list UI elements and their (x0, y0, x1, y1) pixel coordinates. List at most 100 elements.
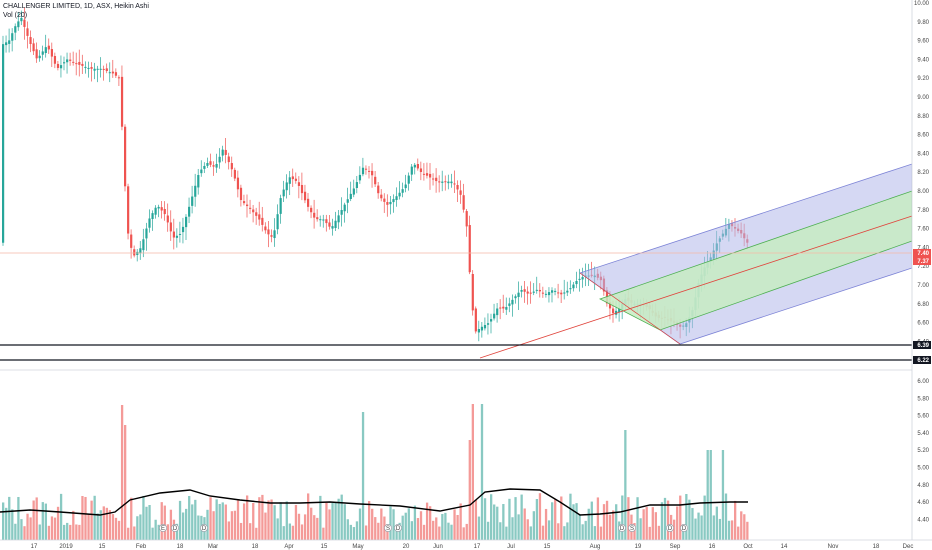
volume-bar (355, 521, 359, 540)
volume-bar (651, 507, 654, 540)
candle-body (615, 310, 618, 315)
volume-bar (221, 502, 224, 540)
candle-body (117, 77, 121, 79)
volume-bar (456, 514, 459, 540)
candle-body (316, 217, 319, 220)
candle-body (523, 289, 526, 292)
event-marker (394, 524, 402, 532)
candle-body (47, 45, 50, 50)
volume-bar (523, 508, 526, 540)
volume-indicator-label[interactable]: Vol (20) (3, 12, 28, 19)
volume-bar (72, 510, 75, 540)
volume-bar (730, 520, 734, 540)
volume-bar (502, 504, 505, 540)
candle-body (99, 68, 102, 70)
volume-bar (410, 521, 413, 540)
candle-body (246, 204, 249, 207)
volume-bar (154, 519, 157, 540)
candle-body (371, 170, 374, 176)
volume-bar (740, 511, 743, 540)
volume-bar (63, 524, 66, 540)
candle-body (154, 207, 157, 215)
price-tag (913, 341, 931, 349)
candle-body (514, 296, 517, 299)
candle-body (563, 292, 566, 294)
candle-body (313, 212, 316, 218)
candle-body (401, 189, 404, 193)
horizontal-lines[interactable] (0, 344, 912, 361)
candle-body (124, 126, 127, 187)
volume-bar (313, 515, 316, 540)
candle-body (185, 216, 188, 228)
volume-bar (612, 510, 615, 540)
volume-bar (319, 495, 322, 540)
time-tick-label: 20 (403, 544, 410, 550)
volume-bar (724, 493, 728, 540)
candle-body (172, 231, 175, 238)
volume-bar (59, 493, 63, 540)
candle-body (197, 175, 200, 188)
candle-body (551, 290, 554, 293)
price-tag (913, 249, 931, 257)
volume-bar (157, 524, 160, 540)
volume-bar (44, 503, 47, 540)
price-tick-label: 7.00 (917, 283, 929, 289)
volume-bar (453, 509, 456, 540)
time-tick-label: May (352, 544, 363, 550)
candle-body (477, 329, 480, 333)
volume-bar (246, 495, 249, 540)
candle-body (111, 71, 114, 74)
candle-body (258, 214, 261, 220)
candle-body (282, 189, 285, 197)
candle-body (541, 292, 545, 294)
volume-bar (249, 523, 252, 540)
time-axis-bg (0, 540, 932, 550)
volume-bar (368, 501, 371, 540)
candle-body (239, 187, 243, 201)
candle-body (517, 292, 520, 297)
price-tick-label: 8.40 (917, 151, 929, 157)
candle-body (35, 49, 38, 59)
volume-bar (636, 497, 639, 540)
candle-body (355, 182, 358, 189)
volume-bar (401, 515, 404, 540)
volume-bar (691, 508, 694, 540)
volume-bar (602, 504, 606, 540)
volume-bar (435, 517, 438, 540)
volume-bar (270, 499, 273, 540)
candle-body (105, 68, 108, 72)
time-tick-label: 18 (177, 544, 184, 550)
time-axis[interactable]: 17 2019 15 Feb 18 Mar 18 Apr 15 May 20 Jun 17 Jul 15 Au… (0, 539, 932, 550)
candle-body (32, 43, 35, 52)
volume-bar (517, 514, 520, 540)
price-tag (913, 257, 931, 265)
candle-body (499, 307, 502, 309)
price-tick-label: 7.80 (917, 208, 929, 214)
price-tick-label: 9.00 (917, 95, 929, 101)
event-marker-label: D (396, 526, 401, 532)
volume-bar (279, 502, 282, 540)
candle-body (483, 325, 487, 329)
candle-body (395, 196, 398, 201)
pitchfork-drawing[interactable] (0, 163, 913, 359)
volume-bar (236, 500, 240, 540)
volume-bar (87, 514, 90, 540)
volume-bar (544, 508, 548, 540)
candle-body (529, 292, 532, 294)
volume-bar (41, 502, 44, 540)
volume-bar (252, 503, 255, 540)
volume-bar (663, 497, 667, 540)
candle-body (578, 278, 581, 280)
volume-bar (712, 515, 715, 540)
volume-ma (0, 488, 748, 516)
volume-bar (56, 506, 60, 540)
candle-body (392, 199, 395, 203)
volume-bar (343, 504, 346, 540)
volume-bar (465, 523, 468, 540)
time-tick-label: 15 (99, 544, 106, 550)
price-tick-label: 5.60 (917, 414, 929, 420)
volume-bar (590, 501, 593, 540)
